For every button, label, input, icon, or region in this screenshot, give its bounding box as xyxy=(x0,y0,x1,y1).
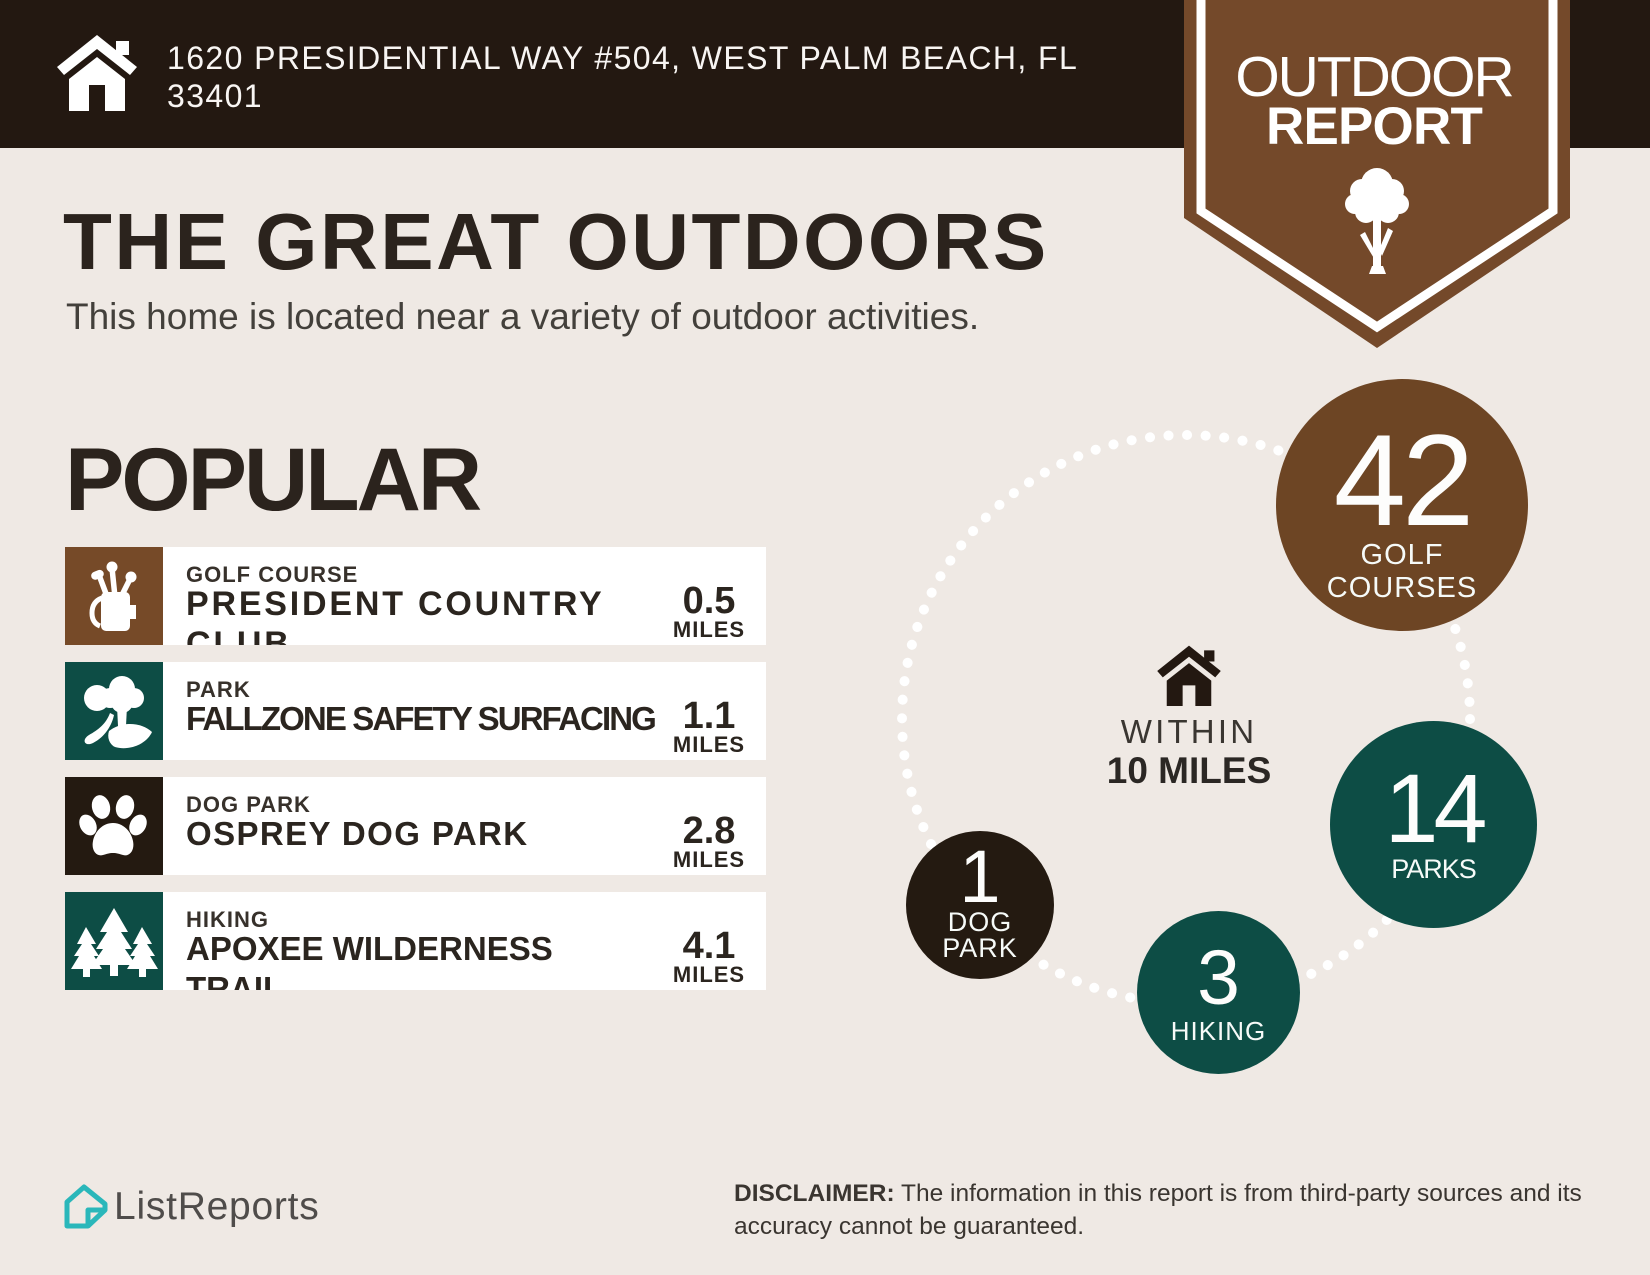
svg-text:OUTDOOR: OUTDOOR xyxy=(1235,45,1512,109)
svg-text:REPORT: REPORT xyxy=(1266,97,1482,156)
